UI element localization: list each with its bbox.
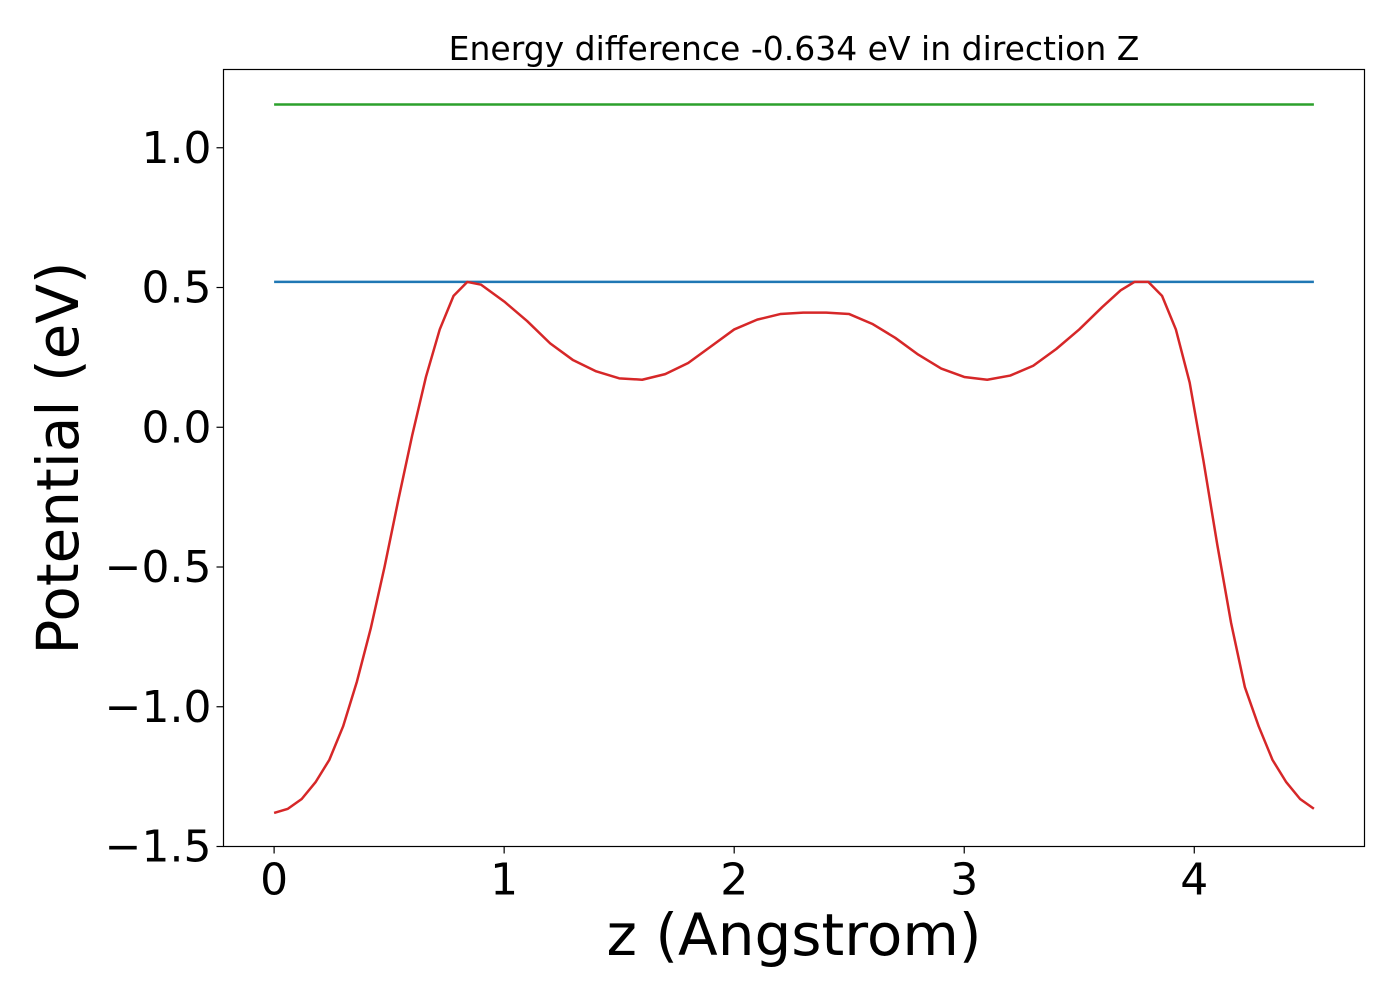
- y-tick-label: 0.0: [142, 402, 212, 453]
- chart-title: Energy difference -0.634 eV in direction…: [449, 29, 1140, 68]
- y-tick-label: −1.0: [105, 682, 212, 733]
- x-tick-label: 1: [490, 855, 518, 906]
- y-tick-label: −0.5: [105, 542, 212, 593]
- y-axis-label: Potential (eV): [24, 261, 92, 654]
- x-tick-label: 4: [1180, 855, 1208, 906]
- x-tick-label: 3: [950, 855, 978, 906]
- potential-curve: [273, 280, 1315, 815]
- y-axis: −1.5 −1.0 −0.5 0.0 0.5 1.0: [105, 123, 224, 873]
- x-axis: 0 1 2 3 4: [260, 846, 1208, 906]
- series-lines: [273, 103, 1315, 815]
- x-axis-label: z (Angstrom): [607, 901, 982, 969]
- plot-frame: [222, 68, 1366, 848]
- x-tick-label: 2: [720, 855, 748, 906]
- y-tick-label: 0.5: [142, 263, 212, 314]
- x-tick-label: 0: [260, 855, 288, 906]
- y-tick-label: −1.5: [105, 822, 212, 873]
- y-tick-label: 1.0: [142, 123, 212, 174]
